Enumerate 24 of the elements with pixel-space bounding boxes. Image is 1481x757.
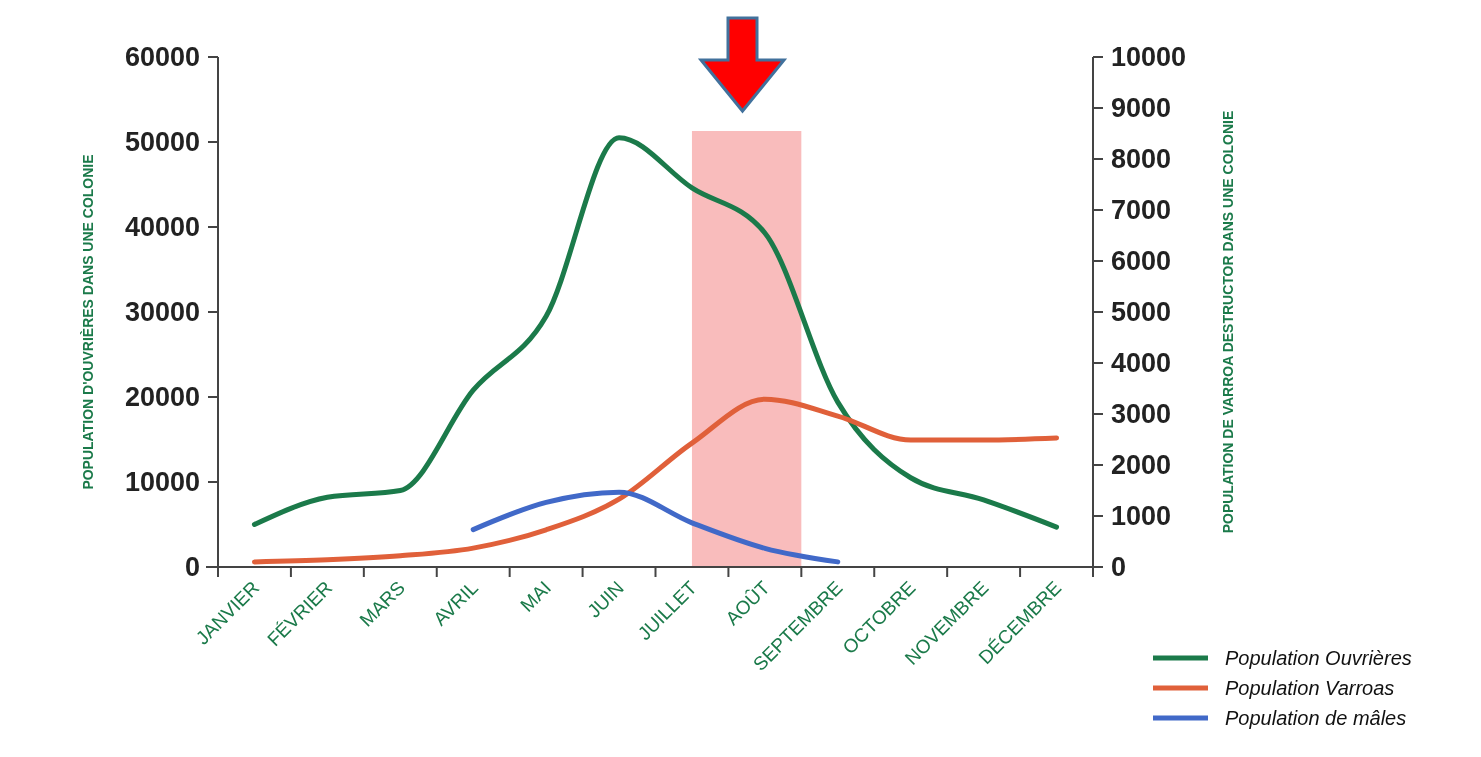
y2-tick-label: 9000	[1111, 93, 1172, 124]
legend-label: Population de mâles	[1225, 707, 1407, 729]
y-tick-label: 60000	[124, 42, 200, 73]
y2-tick-label: 1000	[1111, 501, 1172, 532]
y2-tick-label: 10000	[1111, 42, 1187, 73]
y2-tick-label: 4000	[1111, 348, 1172, 379]
y2-axis-title: POPULATION DE VARROA DESTRUCTOR DANS UNE COLONIE	[1220, 110, 1236, 534]
y-tick-label: 40000	[124, 212, 200, 243]
y-tick-label: 30000	[124, 297, 200, 328]
y-tick-label: 50000	[124, 127, 200, 158]
y2-tick-label: 6000	[1111, 246, 1172, 277]
y2-tick-label: 8000	[1111, 144, 1172, 175]
y2-tick-label: 5000	[1111, 297, 1172, 328]
y2-tick-label: 7000	[1111, 195, 1172, 226]
y-tick-label: 0	[184, 552, 200, 583]
x-tick-label: MAI	[516, 576, 555, 616]
y-axis-title: POPULATION D'OUVRIÈRES DANS UNE COLONIE	[80, 154, 96, 490]
y-tick-label: 10000	[124, 467, 200, 498]
y2-tick-label: 0	[1111, 552, 1127, 583]
legend-label: Population Varroas	[1225, 677, 1395, 699]
y2-tick-label: 3000	[1111, 399, 1172, 430]
y2-tick-label: 2000	[1111, 450, 1172, 481]
y-tick-label: 20000	[124, 382, 200, 413]
legend-label: Population Ouvrières	[1225, 647, 1412, 669]
